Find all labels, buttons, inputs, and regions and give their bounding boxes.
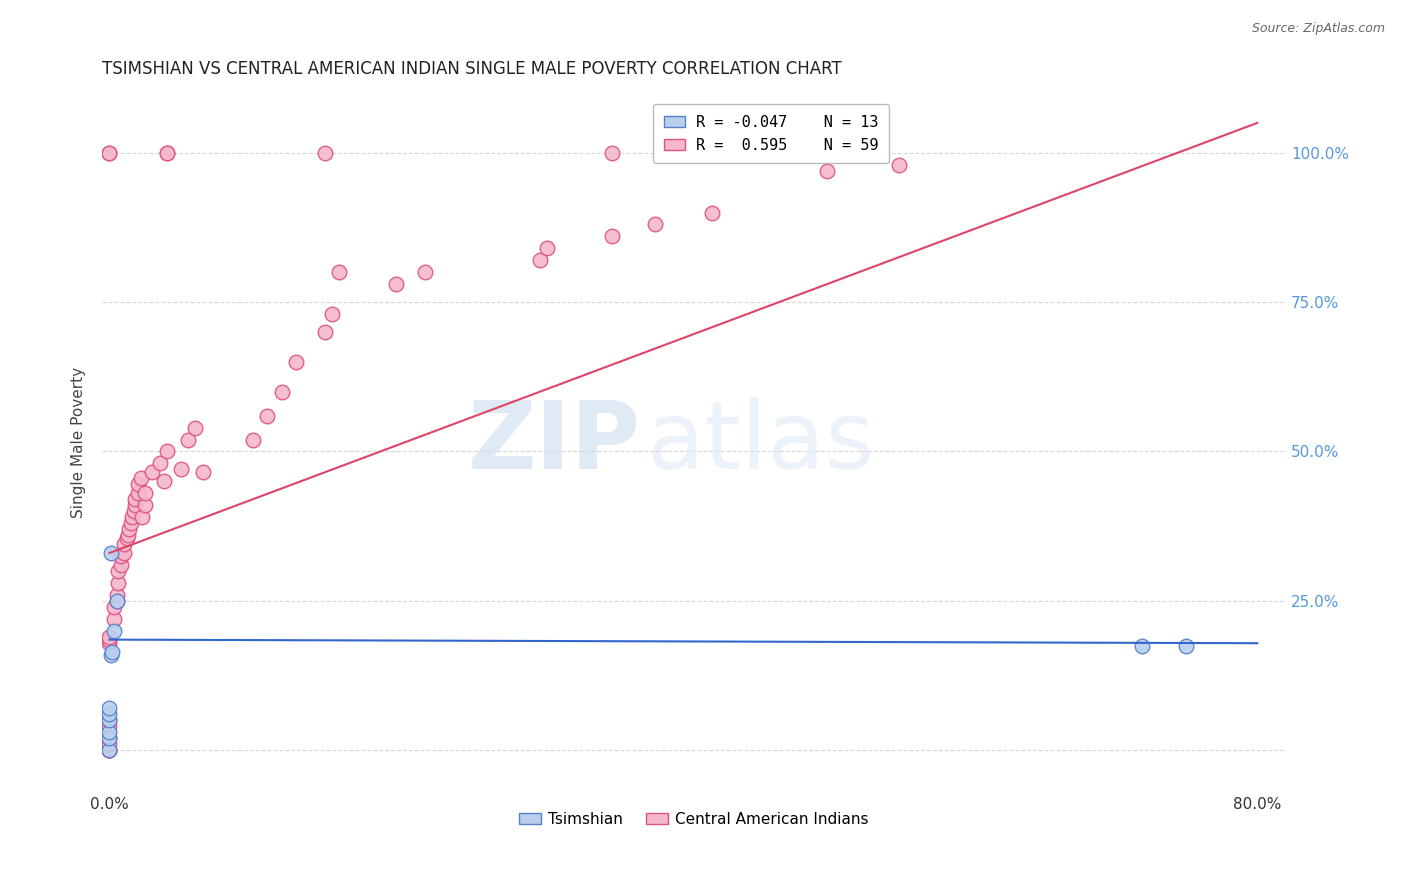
Point [122,504,145,518]
Point [107,564,129,578]
Point [112,546,135,560]
Point [98,701,121,715]
Point [859,145,882,160]
Point [887,158,910,172]
Point [314,145,336,160]
Point [98,145,121,160]
Point [110,549,132,563]
Point [124,498,146,512]
Point [131,510,153,524]
Point [156,444,179,458]
Point [314,325,336,339]
Text: Source: ZipAtlas.com: Source: ZipAtlas.com [1251,22,1385,36]
Point [115,531,138,545]
Point [177,433,200,447]
Point [242,433,264,447]
Point [1174,639,1197,653]
Point [256,409,278,423]
Point [98,743,121,757]
Point [98,707,121,722]
Text: atlas: atlas [647,397,875,489]
Point [321,307,343,321]
Point [103,624,125,638]
Point [536,241,558,255]
Text: ZIP: ZIP [468,397,641,489]
Point [98,737,121,751]
Point [103,612,125,626]
Point [98,743,121,757]
Point [600,229,623,244]
Point [191,466,214,480]
Point [98,743,121,757]
Point [107,575,129,590]
Point [129,471,152,485]
Point [127,477,149,491]
Point [105,594,128,608]
Point [134,498,156,512]
Point [117,528,139,542]
Point [98,725,121,739]
Point [100,546,122,560]
Point [284,355,307,369]
Point [98,743,121,757]
Point [328,265,350,279]
Point [700,205,723,219]
Point [127,486,149,500]
Point [184,420,207,434]
Point [98,719,121,733]
Point [141,466,163,480]
Point [600,145,623,160]
Point [413,265,436,279]
Legend: Tsimshian, Central American Indians: Tsimshian, Central American Indians [513,806,875,833]
Point [98,635,121,649]
Point [98,731,121,746]
Point [98,713,121,727]
Point [529,253,551,268]
Point [170,462,193,476]
Point [815,163,838,178]
Point [101,644,124,658]
Point [270,384,292,399]
Point [98,731,121,746]
Point [156,145,179,160]
Point [105,588,128,602]
Y-axis label: Single Male Poverty: Single Male Poverty [72,367,86,518]
Point [118,522,141,536]
Point [1132,639,1154,653]
Point [98,713,121,727]
Point [105,594,128,608]
Text: TSIMSHIAN VS CENTRAL AMERICAN INDIAN SINGLE MALE POVERTY CORRELATION CHART: TSIMSHIAN VS CENTRAL AMERICAN INDIAN SIN… [103,60,842,78]
Point [98,632,121,647]
Point [153,475,176,489]
Point [98,630,121,644]
Point [121,510,143,524]
Point [120,516,142,530]
Point [134,486,156,500]
Point [110,558,132,572]
Point [100,648,122,662]
Point [644,218,666,232]
Point [149,457,172,471]
Point [103,599,125,614]
Point [98,145,121,160]
Point [124,492,146,507]
Point [112,537,135,551]
Point [156,145,179,160]
Point [385,277,408,292]
